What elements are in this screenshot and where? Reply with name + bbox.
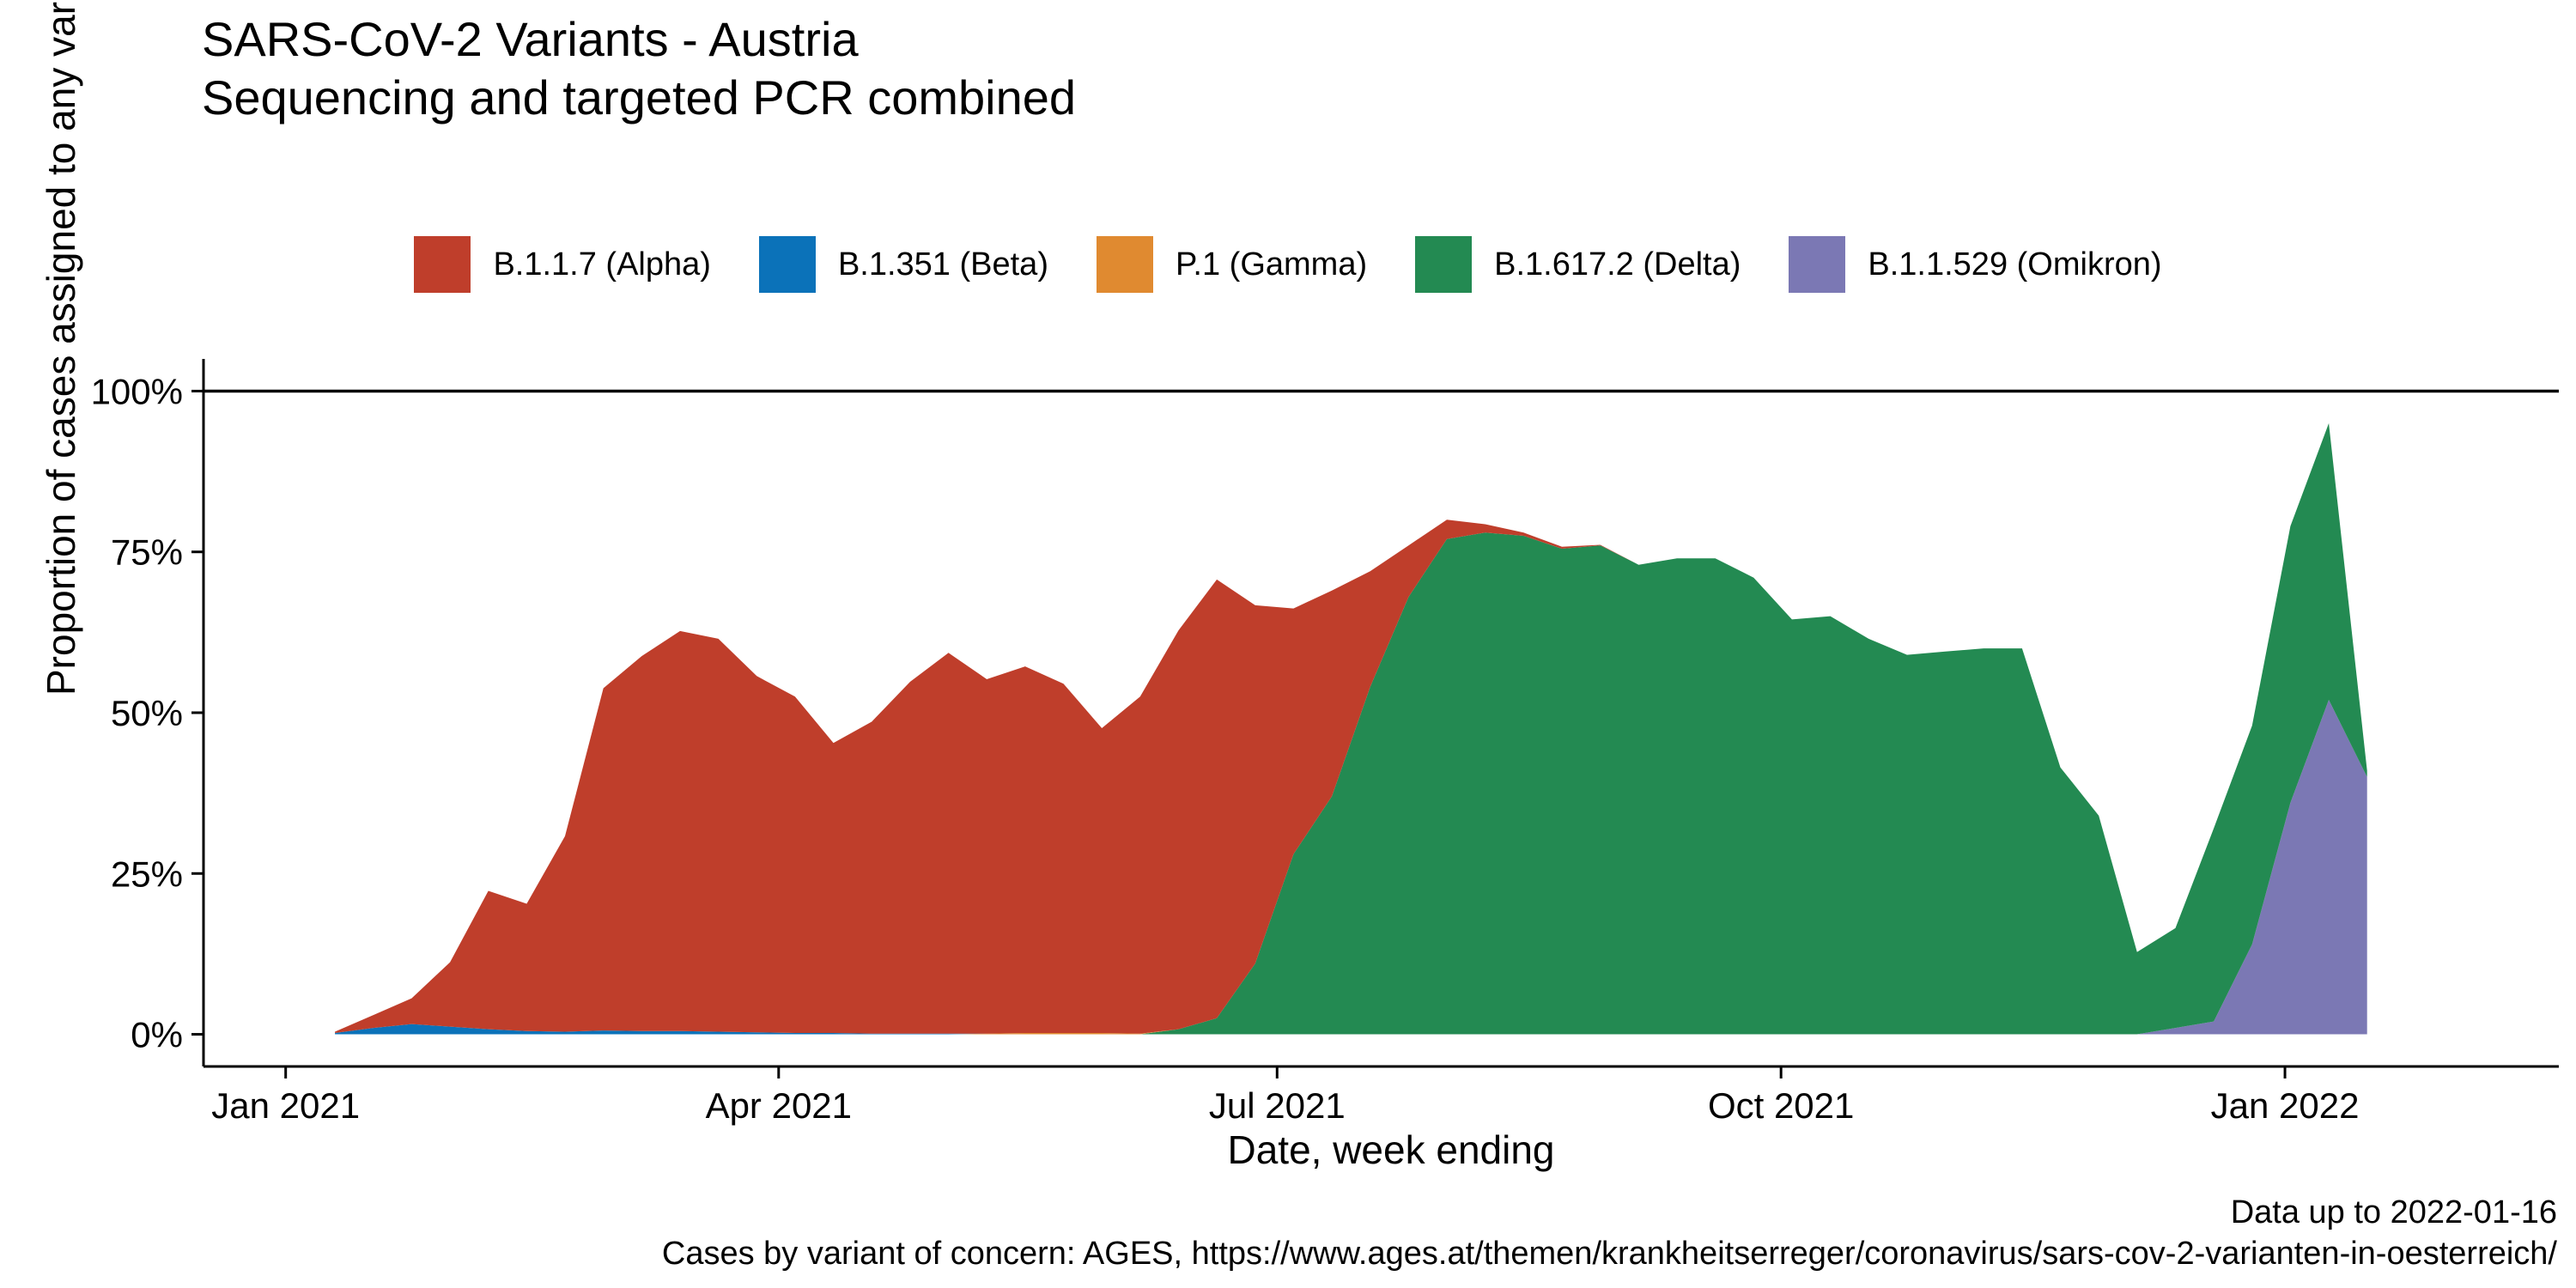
y-tick-label: 25% bbox=[111, 854, 183, 894]
legend-label-delta: B.1.617.2 (Delta) bbox=[1494, 246, 1741, 283]
x-tick-label: Jan 2021 bbox=[211, 1085, 360, 1126]
area-b-1-1-7-alpha bbox=[335, 422, 2367, 1034]
chart-subtitle: Sequencing and targeted PCR combined bbox=[202, 70, 1077, 125]
caption-source: Cases by variant of concern: AGES, https… bbox=[661, 1236, 2557, 1272]
axes: 0% 25% 50% 75% 100% Jan 2021 Apr 2021 Jul 2021 O… bbox=[91, 359, 2559, 1126]
legend-label-alpha: B.1.1.7 (Alpha) bbox=[493, 246, 711, 283]
chart-title: SARS-CoV-2 Variants - Austria bbox=[202, 12, 859, 66]
legend: B.1.1.7 (Alpha) B.1.351 (Beta) P.1 (Gamm… bbox=[0, 230, 2576, 299]
x-tick-label: Jul 2021 bbox=[1209, 1085, 1346, 1126]
legend-label-beta: B.1.351 (Beta) bbox=[837, 246, 1048, 283]
x-tick-label: Oct 2021 bbox=[1708, 1085, 1854, 1126]
y-tick-label: 50% bbox=[111, 693, 183, 733]
legend-key-beta bbox=[758, 236, 816, 293]
legend-key-gamma bbox=[1096, 236, 1153, 293]
legend-key-alpha bbox=[414, 236, 471, 293]
x-axis-label: Date, week ending bbox=[1227, 1127, 1555, 1172]
y-tick-label: 0% bbox=[131, 1015, 183, 1055]
legend-item-delta: B.1.617.2 (Delta) bbox=[1415, 236, 1741, 293]
legend-key-delta bbox=[1415, 236, 1473, 293]
y-axis-label: Proportion of cases assigned to any vari… bbox=[39, 0, 83, 696]
y-tick-label: 100% bbox=[91, 371, 183, 411]
caption-data-date: Data up to 2022-01-16 bbox=[2230, 1194, 2557, 1230]
caption: Data up to 2022-01-16 Cases by variant o… bbox=[662, 1192, 2557, 1274]
legend-item-alpha: B.1.1.7 (Alpha) bbox=[414, 236, 711, 293]
legend-item-beta: B.1.351 (Beta) bbox=[758, 236, 1048, 293]
chart-title-block: SARS-CoV-2 Variants - Austria Sequencing… bbox=[202, 10, 1076, 127]
x-tick-label: Apr 2021 bbox=[706, 1085, 852, 1126]
legend-label-gamma: P.1 (Gamma) bbox=[1175, 246, 1368, 283]
legend-item-omikron: B.1.1.529 (Omikron) bbox=[1789, 236, 2162, 293]
legend-item-gamma: P.1 (Gamma) bbox=[1096, 236, 1368, 293]
area-b-1-617-2-delta bbox=[335, 422, 2367, 1035]
legend-label-omikron: B.1.1.529 (Omikron) bbox=[1868, 246, 2162, 283]
x-tick-label: Jan 2022 bbox=[2211, 1085, 2360, 1126]
y-tick-label: 75% bbox=[111, 532, 183, 573]
area-layers bbox=[335, 422, 2367, 1035]
legend-key-omikron bbox=[1789, 236, 1846, 293]
